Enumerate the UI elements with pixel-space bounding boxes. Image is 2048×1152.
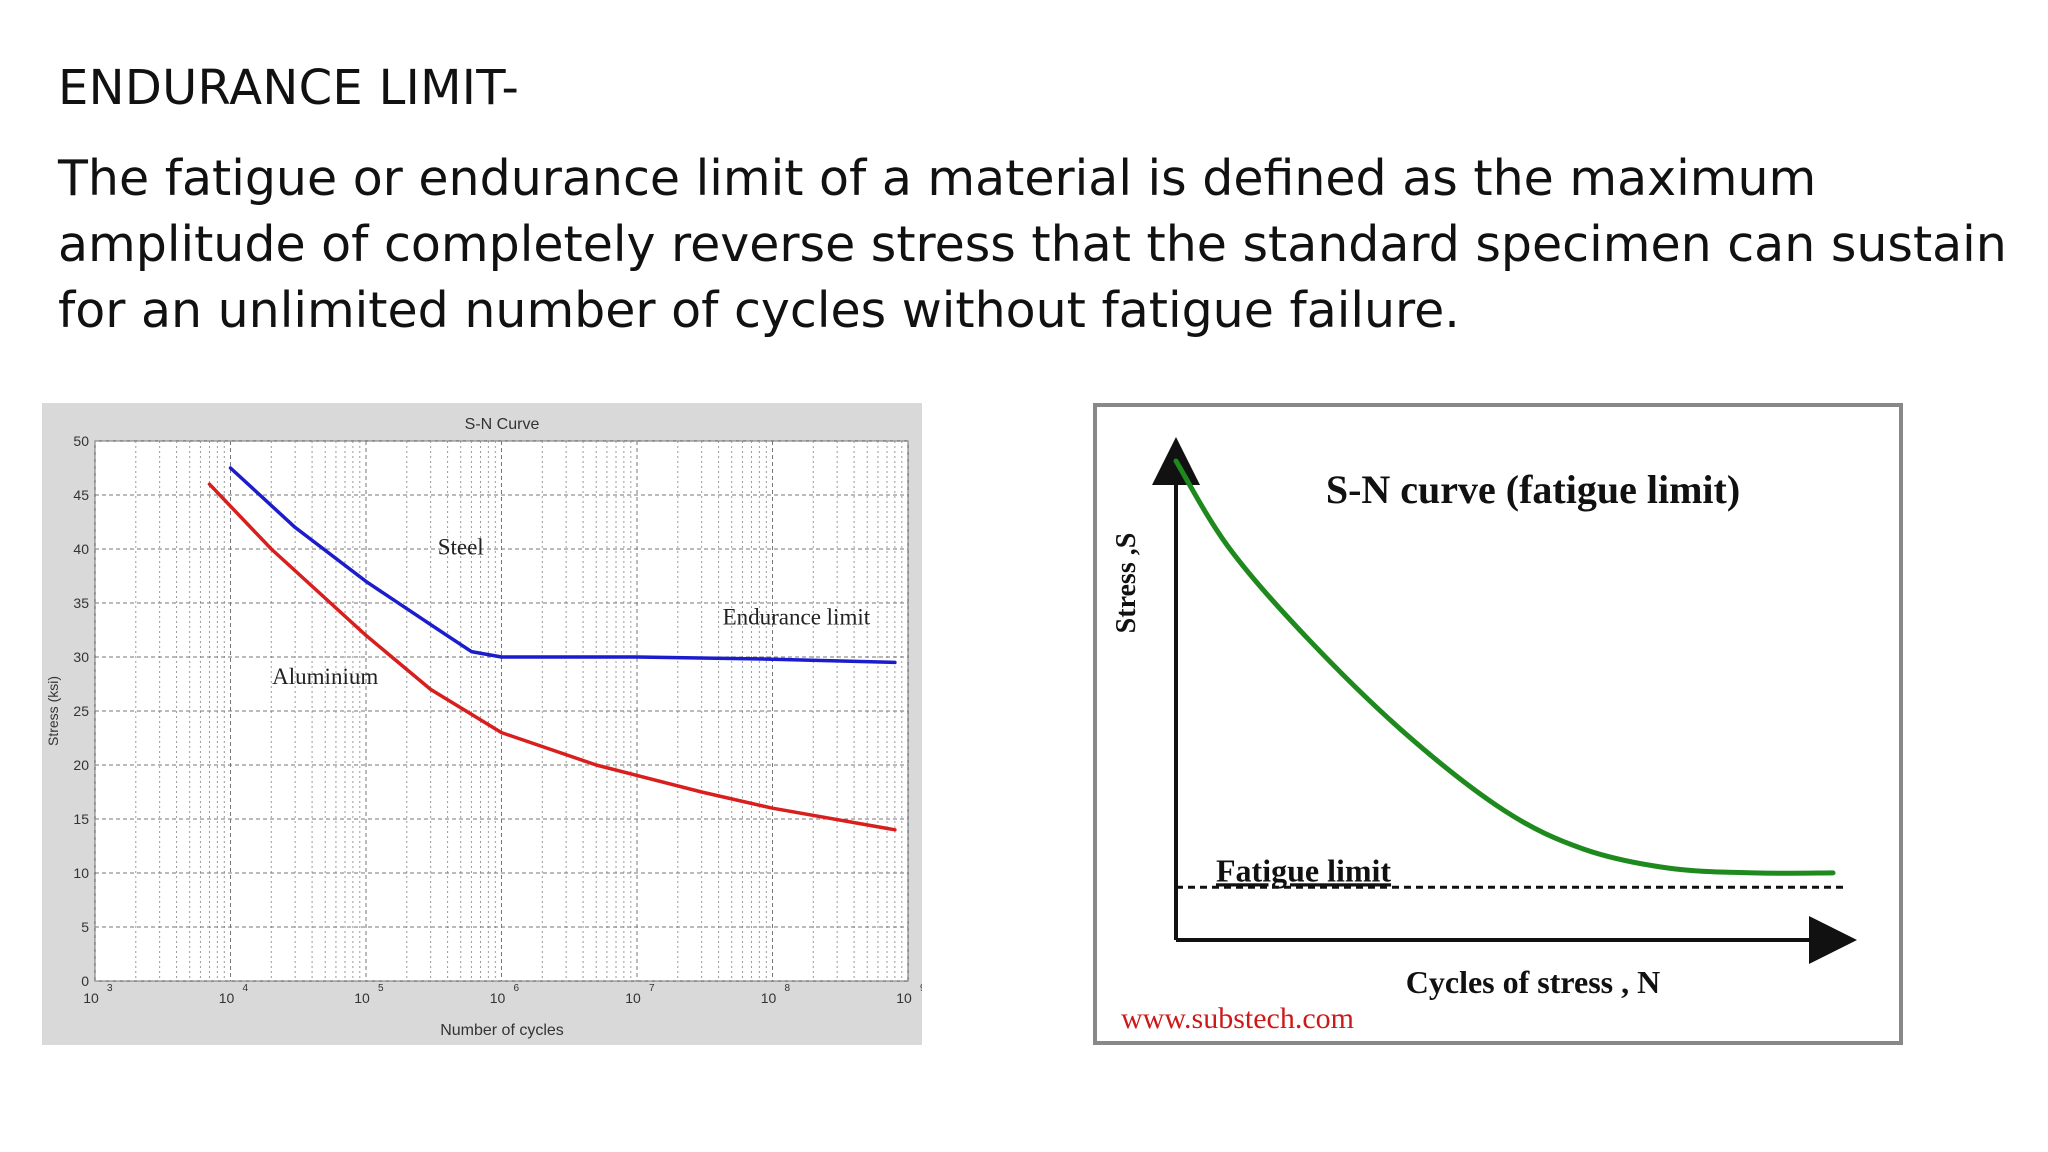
reference-lines: Fatigue limit — [1176, 852, 1843, 889]
series-lines — [1173, 458, 1836, 876]
y-tick-label: 20 — [73, 757, 89, 773]
x-tick-label: 10 — [761, 990, 777, 1006]
grid-lines — [94, 440, 909, 982]
x-tick-exponent: 7 — [649, 983, 655, 994]
x-tick-exponent: 4 — [243, 983, 249, 994]
y-tick-labels: 0 5 10 15 20 25 30 35 40 45 50 — [73, 433, 89, 989]
annotation-label: Steel — [438, 534, 484, 559]
chart-frame — [1093, 403, 1903, 1045]
y-tick-label: 15 — [73, 811, 89, 827]
annotation-label: Endurance limit — [723, 605, 871, 630]
series-line-aluminium — [207, 482, 897, 832]
annotations: Steel Endurance limit Aluminium — [272, 534, 871, 689]
y-tick-label: 5 — [81, 919, 89, 935]
y-tick-label: 10 — [73, 865, 89, 881]
x-tick-label: 10 — [83, 990, 99, 1006]
x-tick-label: 10 — [219, 990, 235, 1006]
y-tick-label: 0 — [81, 973, 89, 989]
x-tick-exponent: 6 — [514, 983, 520, 994]
sn-curve-chart-fatigue-limit: Fatigue limit S-N curve (fatigue limit) … — [1093, 403, 1903, 1045]
annotation-label: Aluminium — [272, 664, 378, 689]
y-tick-label: 50 — [73, 433, 89, 449]
y-tick-label: 25 — [73, 703, 89, 719]
x-tick-exponent: 3 — [107, 983, 113, 994]
x-tick-label: 10 — [490, 990, 506, 1006]
y-tick-label: 35 — [73, 595, 89, 611]
series-lines — [207, 466, 897, 832]
x-tick-exponent: 9 — [920, 983, 922, 994]
chart-title: S-N curve (fatigue limit) — [1326, 467, 1740, 512]
series-line-steel — [228, 466, 897, 665]
x-axis-label: Number of cycles — [440, 1022, 564, 1039]
x-tick-labels: 10 3 10 4 10 5 10 6 10 7 10 8 10 9 — [83, 983, 922, 1006]
fatigue-limit-label: Fatigue limit — [1216, 852, 1391, 888]
x-tick-exponent: 8 — [785, 983, 791, 994]
y-axis-label: Stress ,S — [1111, 533, 1142, 634]
x-axis-label: Cycles of stress , N — [1406, 964, 1660, 1000]
y-tick-label: 40 — [73, 541, 89, 557]
x-tick-label: 10 — [354, 990, 370, 1006]
sn-curve-line — [1173, 458, 1836, 876]
x-tick-exponent: 5 — [378, 983, 384, 994]
chart-title: S-N Curve — [465, 416, 540, 433]
slide-body-text: The fatigue or endurance limit of a mate… — [58, 150, 2007, 339]
y-tick-label: 45 — [73, 487, 89, 503]
y-axis-label: Stress (ksi) — [45, 676, 61, 746]
x-tick-label: 10 — [896, 990, 912, 1006]
slide-heading: ENDURANCE LIMIT- — [58, 60, 520, 116]
y-tick-label: 30 — [73, 649, 89, 665]
x-tick-label: 10 — [625, 990, 641, 1006]
source-credit: www.substech.com — [1121, 1002, 1354, 1035]
